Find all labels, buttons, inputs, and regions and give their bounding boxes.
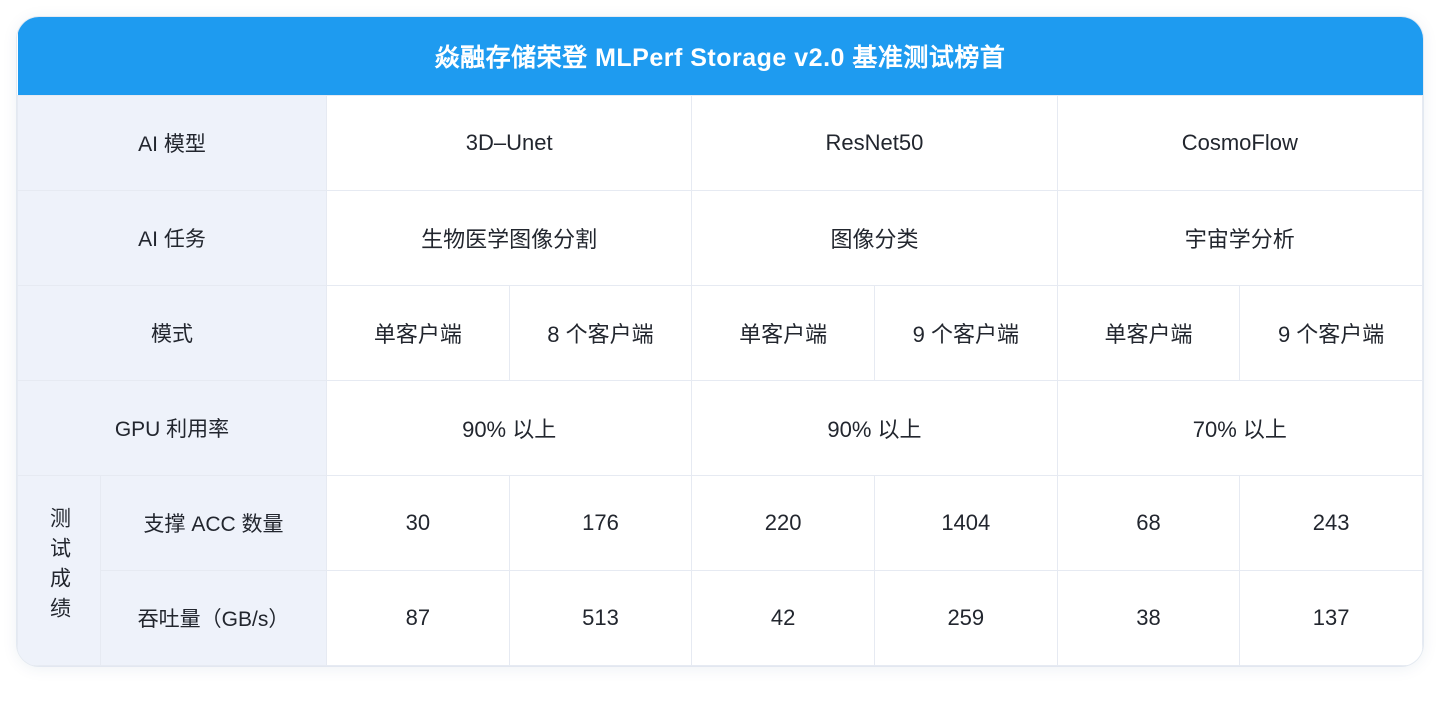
cell-ai-task-3: 宇宙学分析: [1056, 189, 1423, 286]
cell-mode-6: 9 个客户端: [1239, 284, 1423, 381]
cell-acc-count-5: 68: [1056, 474, 1241, 571]
row-ai-task: AI 任务 生物医学图像分割 图像分类 宇宙学分析: [17, 189, 1423, 286]
cell-throughput-5: 38: [1056, 569, 1241, 666]
row-label-mode: 模式: [17, 284, 327, 381]
cell-mode-4: 9 个客户端: [873, 284, 1058, 381]
cell-ai-model-3: CosmoFlow: [1056, 94, 1423, 191]
cell-gpu-utilization-2: 90% 以上: [691, 379, 1058, 476]
row-gpu-utilization: GPU 利用率 90% 以上 90% 以上 70% 以上: [17, 379, 1423, 476]
cell-ai-model-1: 3D–Unet: [325, 94, 693, 191]
results-group-cell: 测试成绩: [17, 474, 101, 666]
row-acc-count: 测试成绩 支撑 ACC 数量 30 176 220 1404 68 243: [17, 474, 1423, 666]
cell-mode-5: 单客户端: [1056, 284, 1241, 381]
cell-throughput-1: 87: [326, 569, 510, 666]
cell-acc-count-1: 30: [326, 474, 510, 571]
cell-mode-1: 单客户端: [326, 284, 510, 381]
row-label-acc-count: 支撑 ACC 数量: [100, 474, 327, 571]
cell-acc-count-3: 220: [691, 474, 875, 571]
cell-throughput-3: 42: [691, 569, 875, 666]
benchmark-table: 焱融存储荣登 MLPerf Storage v2.0 基准测试榜首 AI 模型 …: [17, 17, 1423, 666]
cell-throughput-6: 137: [1239, 569, 1423, 666]
cell-gpu-utilization-3: 70% 以上: [1056, 379, 1423, 476]
row-label-throughput: 吞吐量（GB/s）: [100, 569, 327, 666]
row-label-ai-task: AI 任务: [17, 189, 327, 286]
row-throughput: 吞吐量（GB/s） 87 513 42 259 38 137: [18, 569, 1423, 666]
row-mode: 模式 单客户端 8 个客户端 单客户端 9 个客户端 单客户端 9 个客户端: [17, 284, 1423, 381]
cell-ai-task-1: 生物医学图像分割: [325, 189, 693, 286]
cell-acc-count-4: 1404: [873, 474, 1058, 571]
results-group-label: 测试成绩: [47, 507, 71, 627]
cell-mode-3: 单客户端: [691, 284, 875, 381]
row-label-ai-model: AI 模型: [17, 94, 327, 191]
cell-ai-model-2: ResNet50: [691, 94, 1058, 191]
cell-throughput-2: 513: [508, 569, 693, 666]
cell-gpu-utilization-1: 90% 以上: [325, 379, 693, 476]
header-row: 焱融存储荣登 MLPerf Storage v2.0 基准测试榜首: [17, 17, 1423, 95]
cell-acc-count-6: 243: [1239, 474, 1423, 571]
row-ai-model: AI 模型 3D–Unet ResNet50 CosmoFlow: [17, 94, 1423, 191]
cell-mode-2: 8 个客户端: [508, 284, 693, 381]
cell-acc-count-2: 176: [508, 474, 693, 571]
cell-throughput-4: 259: [873, 569, 1058, 666]
benchmark-table-card: 焱融存储荣登 MLPerf Storage v2.0 基准测试榜首 AI 模型 …: [17, 17, 1423, 666]
cell-ai-task-2: 图像分类: [691, 189, 1058, 286]
row-label-gpu-utilization: GPU 利用率: [17, 379, 327, 476]
table-title: 焱融存储荣登 MLPerf Storage v2.0 基准测试榜首: [17, 17, 1423, 95]
